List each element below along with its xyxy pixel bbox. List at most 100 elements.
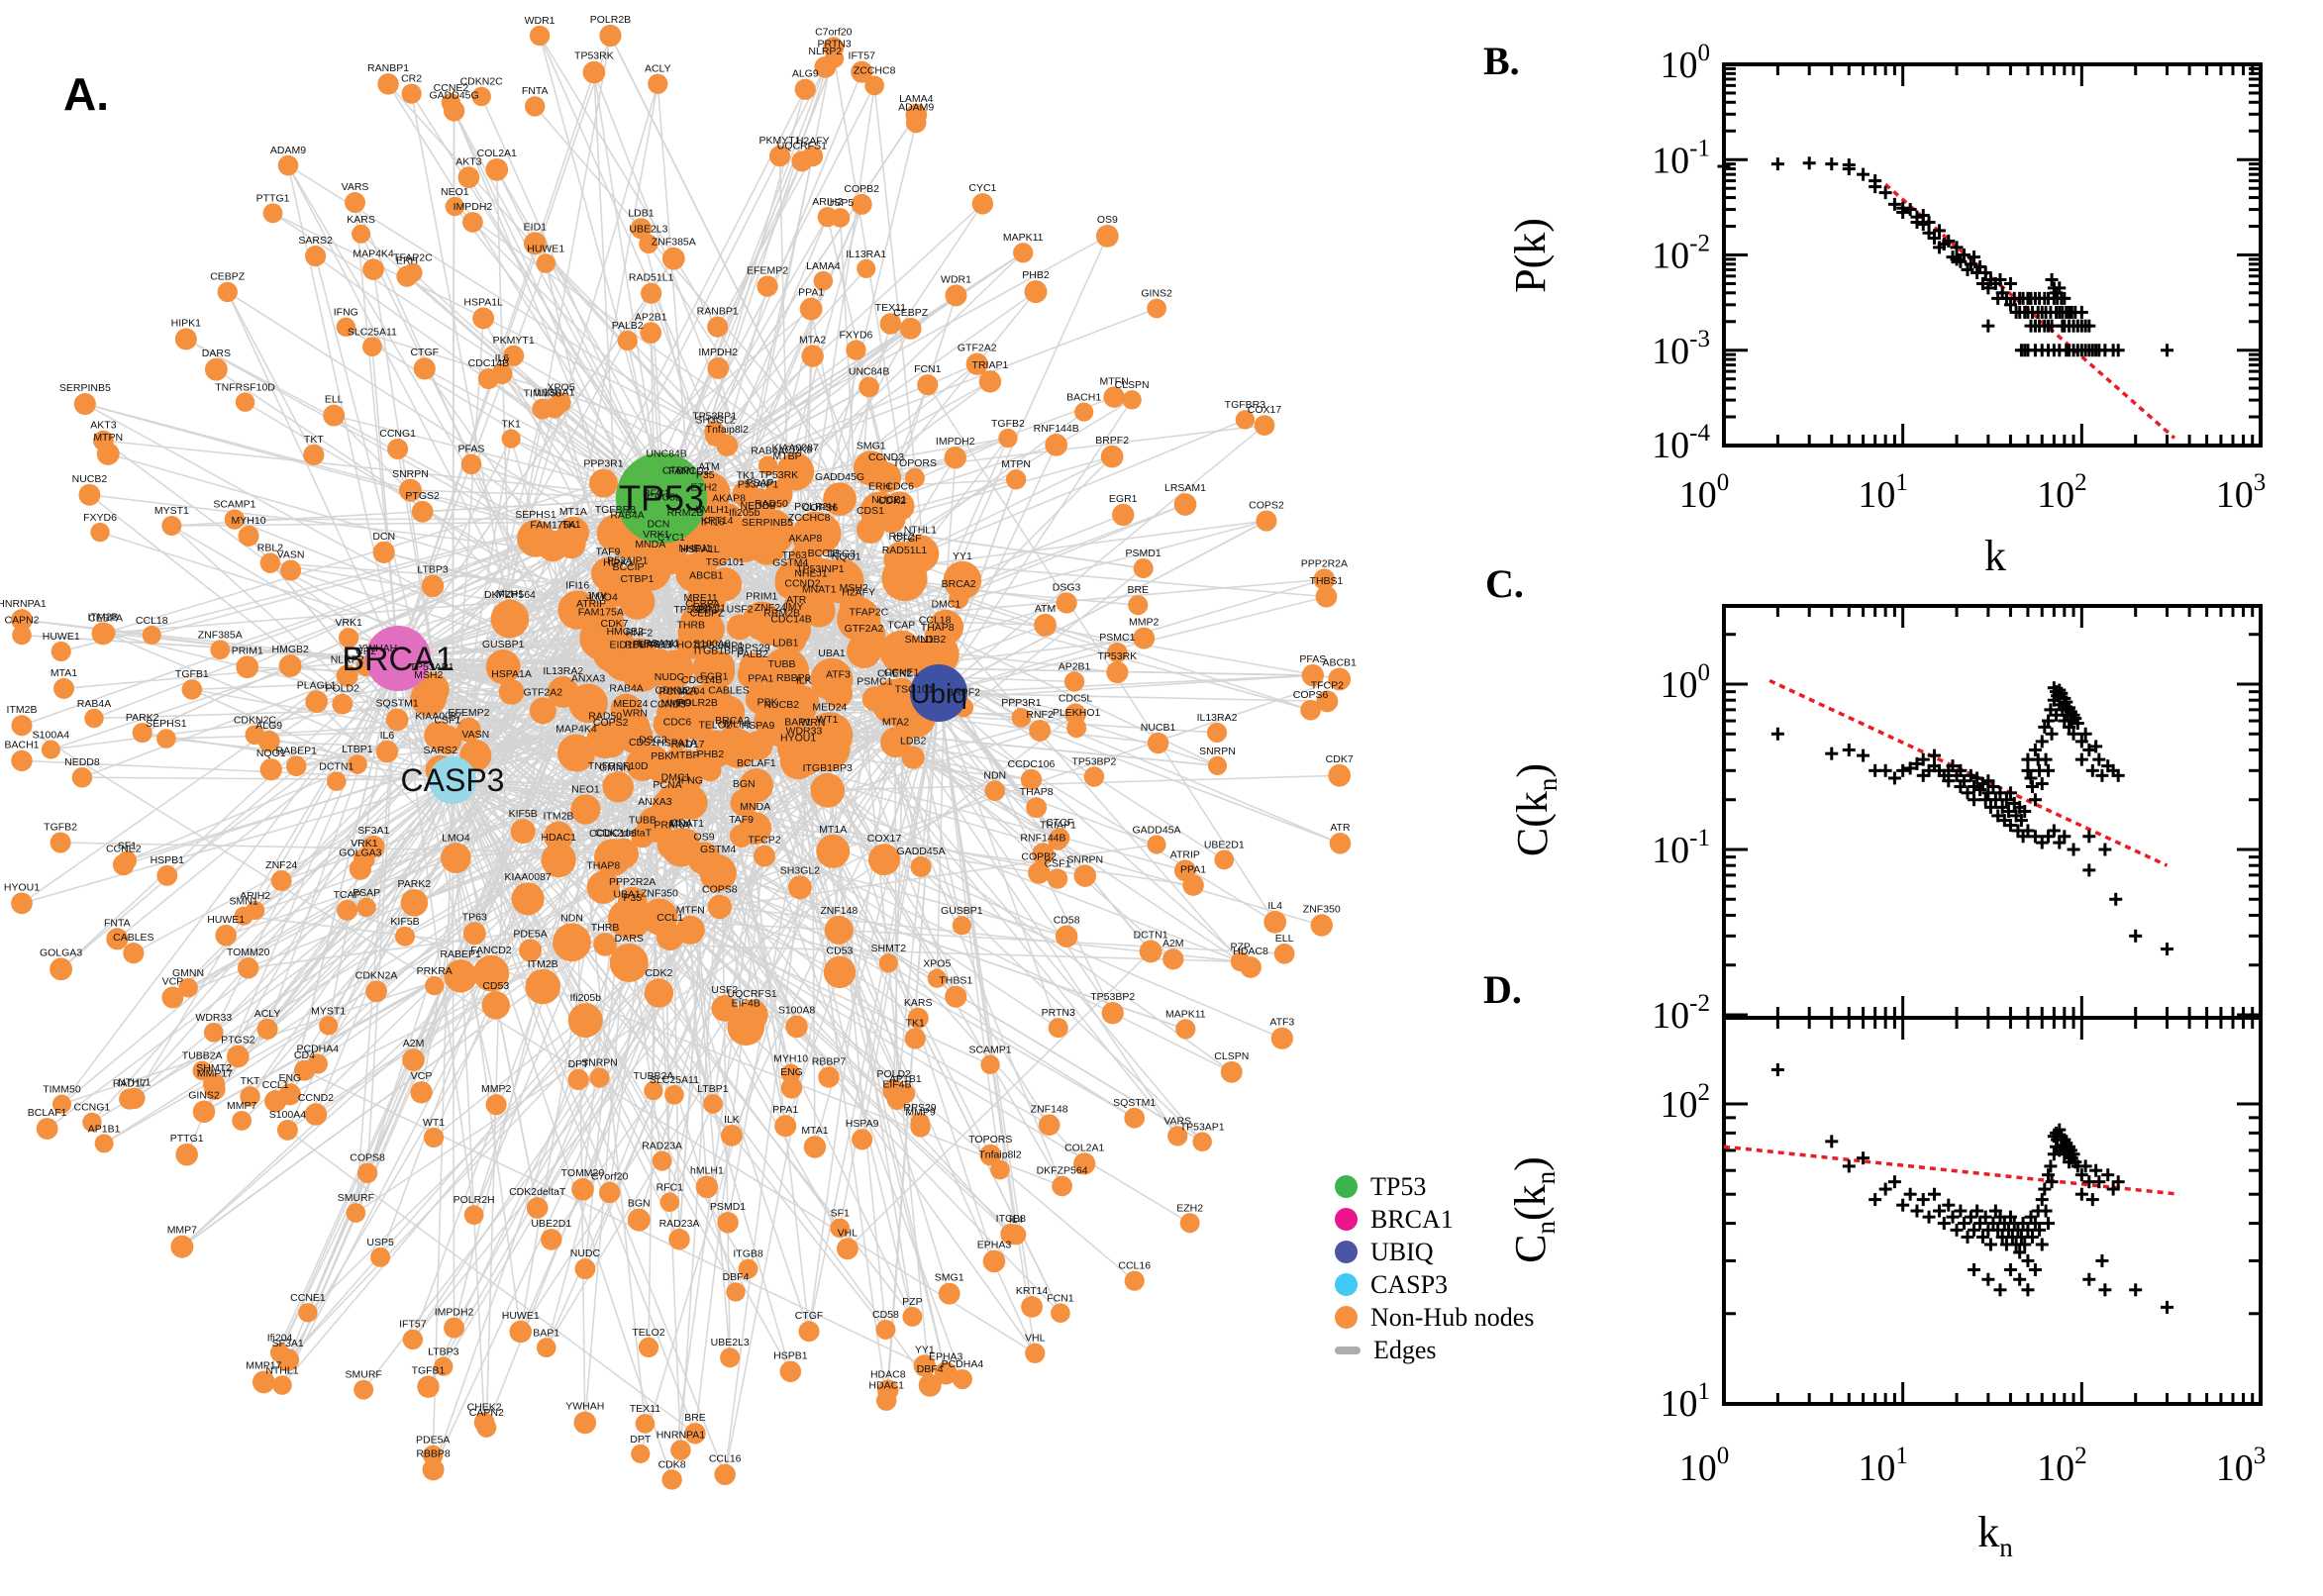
network-node-label: GTF2A2 <box>523 686 562 698</box>
casp3-swatch-icon <box>1335 1273 1358 1296</box>
network-node-label: MYST1 <box>154 505 189 517</box>
network-edge <box>847 950 1152 1249</box>
network-node-label: SF3A1 <box>357 825 389 837</box>
network-node <box>541 1229 562 1250</box>
network-node-label: PCNA <box>659 686 688 698</box>
network-node-label: SLC25A11 <box>650 1074 699 1086</box>
network-edge <box>452 779 840 932</box>
network-edge <box>938 674 1313 694</box>
network-node-label: CSF1 <box>434 715 460 727</box>
network-node-label: FXYD6 <box>840 329 873 341</box>
network-edge <box>539 35 940 694</box>
network-node-label: IMPDH2 <box>936 436 975 448</box>
network-node <box>665 727 689 750</box>
network-node-label: TP63 <box>782 549 807 561</box>
network-node <box>1101 1002 1124 1025</box>
network-edge <box>452 779 765 857</box>
network-node <box>1045 434 1068 456</box>
network-node-label: FAM175A <box>530 520 575 532</box>
network-node-label: TGFB1 <box>175 668 209 680</box>
network-node-label: PLEKHO1 <box>651 640 699 651</box>
network-node <box>830 208 851 228</box>
network-node <box>422 1458 445 1481</box>
network-node <box>938 1282 960 1305</box>
network-node <box>707 894 733 920</box>
network-node-label: COPS6 <box>803 502 839 514</box>
network-node-label: RAD23A <box>642 1141 682 1152</box>
network-node-label: CCL1 <box>262 1079 289 1091</box>
network-node-label: TAF9 <box>595 547 620 558</box>
network-node <box>949 589 969 609</box>
network-edge <box>797 760 885 860</box>
network-node-label: DSG3 <box>827 548 856 559</box>
x-tick-label: 101 <box>1858 469 1908 516</box>
network-edge <box>938 692 1152 952</box>
network-node-label: SHMT2 <box>196 1062 232 1074</box>
network-node-label: EFEMP2 <box>747 264 788 276</box>
network-node <box>913 1354 936 1377</box>
network-node-label: VASN <box>461 729 489 741</box>
tp53-swatch-icon <box>1335 1175 1358 1198</box>
network-node <box>652 1150 672 1171</box>
network-node-label: RNF144B <box>1034 423 1079 435</box>
network-node-label: CTGF <box>795 1310 824 1322</box>
network-node-label: HDAC8 <box>870 1368 906 1380</box>
network-node-label: MTFN <box>676 905 705 917</box>
network-node <box>1167 1126 1188 1147</box>
network-node-label: PCNA <box>653 779 681 791</box>
network-node <box>356 897 376 918</box>
x-tick-label: 100 <box>1679 1443 1730 1489</box>
network-node <box>1028 861 1051 884</box>
network-edge <box>133 779 454 954</box>
network-node <box>839 592 868 622</box>
network-node-label: DCTN1 <box>1134 930 1168 942</box>
network-node-label: SCAMP1 <box>968 1045 1011 1056</box>
network-node-label: CTCF <box>894 533 922 545</box>
network-node <box>704 421 726 443</box>
network-node <box>304 1103 328 1126</box>
network-node <box>510 819 536 845</box>
network-node-label: NTHL1 <box>904 524 937 536</box>
network-node-label: VCP <box>411 1070 433 1082</box>
network-node-label: MNDA <box>740 801 770 813</box>
network-node-label: PSMD1 <box>1126 548 1162 559</box>
network-edge <box>397 657 492 974</box>
network-node-label: C7orf20 <box>815 26 853 38</box>
network-node-label: HYOU1 <box>780 733 816 745</box>
network-node-label: CDKN2C <box>460 76 504 88</box>
network-node-label: PARK2 <box>126 712 159 724</box>
network-node-label: FXYD6 <box>83 512 117 524</box>
network-node <box>399 478 422 502</box>
network-node <box>259 552 281 573</box>
network-node <box>119 1088 141 1110</box>
network-node-label: PSMC1 <box>857 675 892 687</box>
network-node <box>536 1338 556 1357</box>
network-node <box>683 553 717 588</box>
network-edge <box>354 202 399 659</box>
network-node <box>927 968 947 988</box>
network-node <box>36 1118 58 1140</box>
network-node-label: CAPN2 <box>469 1407 504 1419</box>
network-node <box>823 955 857 989</box>
network-node-label: PZP <box>902 1296 922 1308</box>
network-node-label: SF1 <box>831 1208 850 1220</box>
network-node-label: PALB2 <box>612 320 644 332</box>
network-node <box>901 746 925 769</box>
network-node-label: COPS8 <box>702 884 738 896</box>
network-node <box>336 317 356 338</box>
network-node-label: CDK7 <box>601 618 629 630</box>
network-node <box>161 515 182 537</box>
network-node <box>142 625 161 646</box>
network-node <box>769 669 794 694</box>
network-node <box>640 322 662 344</box>
network-node-label: VRK1 <box>335 617 362 629</box>
network-node-label: LRSAM1 <box>638 638 679 649</box>
network-node-label: CAPN2 <box>4 615 39 627</box>
network-node-label: WRN <box>800 717 825 729</box>
network-node <box>1301 663 1324 687</box>
network-node-label: BCLAF1 <box>737 757 776 769</box>
network-node <box>305 246 327 267</box>
network-node-label: WDR33 <box>786 725 823 737</box>
network-node <box>90 522 110 543</box>
